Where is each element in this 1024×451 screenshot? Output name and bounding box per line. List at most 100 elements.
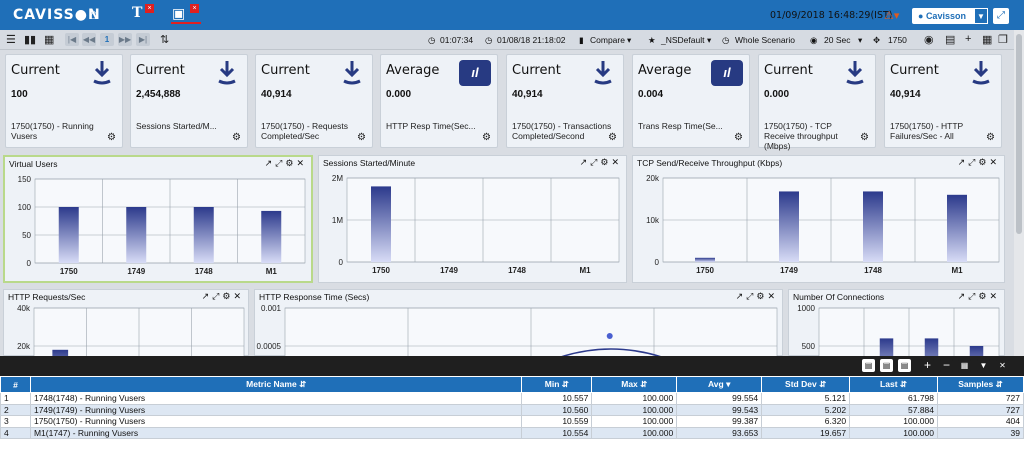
gear-icon[interactable]: ⚙ [107,132,116,143]
last-value: 100.000 [849,426,938,440]
last-value: 61.798 [849,392,938,405]
count-value[interactable]: 1750 [888,35,907,45]
summary-tile[interactable]: Current 0.000 1750(1750) - TCP Receive t… [758,54,876,151]
column-header[interactable]: Samples ⇵ [937,376,1024,393]
bar[interactable] [52,349,69,357]
panel-icon[interactable]: ▤ [945,34,956,46]
panel-controls[interactable]: ↗⤢⚙✕ [957,291,1000,301]
previous-page-button[interactable]: ◀◀ [82,33,96,46]
tcp-throughput-panel[interactable]: TCP Send/Receive Throughput (Kbps) ↗⤢⚙✕ … [632,155,1005,283]
column-header[interactable]: Avg ▾ [676,376,763,393]
column-header[interactable]: Std Dev ⇵ [761,376,851,393]
column-header[interactable]: Metric Name ⇵ [29,376,523,393]
summary-tile[interactable]: Current 2,454,888 Sessions Started/M... … [130,54,248,148]
panel-controls[interactable]: ↗⤢⚙✕ [957,157,1000,167]
panel-title: Virtual Users [9,159,58,169]
copy-icon[interactable]: ❐ [998,34,1008,46]
table-row[interactable]: 4 M1(1747) - Running Vusers 10.554 100.0… [0,426,1024,440]
first-page-button[interactable]: |◀ [65,33,79,46]
favorite-dropdown[interactable]: _NSDefault [661,35,705,45]
panel-controls[interactable]: ↗⤢⚙✕ [201,291,244,301]
filter-icon[interactable]: ▼ [977,359,990,372]
http-requests-panel[interactable]: HTTP Requests/Sec ↗⤢⚙✕ 40k 20k [3,289,249,357]
bar[interactable] [779,191,799,262]
user-menu-button[interactable]: ● Cavisson ▼ [912,8,988,24]
data-point[interactable] [606,333,613,339]
bar[interactable] [126,207,147,263]
save-icon[interactable]: ▤ [898,359,911,372]
column-header[interactable]: Max ⇵ [591,376,678,393]
summary-tile[interactable]: Current 100 1750(1750) - Running Vusers … [5,54,123,148]
bar[interactable] [261,210,282,263]
avg-value: 93.653 [676,426,763,440]
gear-icon[interactable]: ⚙ [232,132,241,143]
table-row[interactable]: 2 1749(1749) - Running Vusers 10.560 100… [0,403,1024,417]
connections-panel[interactable]: Number Of Connections ↗⤢⚙✕ 1000 500 [788,289,1005,357]
server-datetime: 01/09/2018 16:48:29(IST) [770,10,893,21]
scenario-selector[interactable]: Whole Scenario [735,35,796,45]
http-response-time-panel[interactable]: HTTP Response Time (Secs) ↗⤢⚙✕ 0.001 0.00… [254,289,783,357]
last-page-button[interactable]: ▶| [136,33,150,46]
virtual-users-panel[interactable]: Virtual Users ↗⤢⚙✕ 150 100 50 0 1750 1749 1748… [3,155,313,283]
bar[interactable] [924,338,939,357]
gear-icon[interactable]: ⚙ [482,132,491,143]
next-page-button[interactable]: ▶▶ [118,33,132,46]
bar[interactable] [947,194,967,262]
gear-icon[interactable]: ⚙ [986,132,995,143]
y-tick-label: 0.0005 [257,342,282,351]
scrollbar-thumb[interactable] [1016,34,1022,234]
summary-tile[interactable]: Current 40,914 1750(1750) - Transactions… [506,54,624,148]
bar[interactable] [371,186,391,262]
summary-tile[interactable]: Current 40,914 1750(1750) - HTTP Failure… [884,54,1002,148]
columns-icon[interactable]: ▦ [958,359,971,372]
remove-icon[interactable]: − [940,359,953,372]
bar[interactable] [58,207,79,263]
page-scrollbar[interactable] [1014,30,1024,356]
text-view-icon[interactable]: T [132,5,143,21]
table-row[interactable]: 1 1748(1748) - Running Vusers 10.557 100… [0,392,1024,405]
gear-icon[interactable]: ⚙ [357,132,366,143]
gear-icon[interactable]: ⚙ [734,132,743,143]
bar[interactable] [879,338,894,357]
bar[interactable] [695,257,715,262]
table-icon[interactable]: ▦ [44,34,55,46]
close-icon[interactable]: ✕ [996,359,1009,372]
column-header[interactable]: Min ⇵ [521,376,593,393]
monitor-icon[interactable]: ▣ [172,5,186,21]
panel-controls[interactable]: ↗⤢⚙✕ [579,157,622,167]
panel-controls[interactable]: ↗⤢⚙✕ [264,158,307,168]
bar-chart-icon[interactable]: ▮▮ [24,34,37,46]
close-icon[interactable]: × [190,4,199,13]
column-header[interactable]: # [0,376,31,393]
alert-icon[interactable]: ⚠▾ [884,10,900,22]
excel-export-icon[interactable]: ▤ [880,359,893,372]
sessions-started-panel[interactable]: Sessions Started/Minute ↗⤢⚙✕ 2M 1M 0 1750 17… [318,155,627,283]
home-icon[interactable]: ⌂ [90,6,99,22]
expand-icon[interactable]: ⤢ [993,8,1009,24]
summary-tile[interactable]: Average ıl 0.000 HTTP Resp Time(Sec... ⚙ [380,54,498,148]
pdf-export-icon[interactable]: ▤ [862,359,875,372]
table-row[interactable]: 3 1750(1750) - Running Vusers 10.559 100… [0,415,1024,428]
bar[interactable] [863,191,883,262]
bar[interactable] [193,207,214,263]
interval-dropdown[interactable]: 20 Sec [824,35,851,45]
summary-tile[interactable]: Average ıl 0.004 Trans Resp Time(Se... ⚙ [632,54,750,148]
compare-dropdown[interactable]: Compare [590,35,625,45]
column-header[interactable]: Last ⇵ [849,376,938,393]
y-tick-label: 150 [18,175,32,184]
grid-icon[interactable]: ▦ [982,34,993,46]
gear-icon[interactable]: ⚙ [608,132,617,143]
close-icon[interactable]: × [145,4,154,13]
panel-controls[interactable]: ↗⤢⚙✕ [735,291,778,301]
page-number[interactable]: 1 [100,33,114,46]
summary-tile[interactable]: Current 40,914 1750(1750) - Requests Com… [255,54,373,148]
min-value: 10.557 [521,392,593,405]
clock-icon: ◷ [722,35,730,45]
palette-icon[interactable]: ◉ [924,34,934,46]
add-icon[interactable]: + [965,33,972,45]
add-icon[interactable]: + [921,359,934,372]
gear-icon[interactable]: ⚙ [860,132,869,143]
bar[interactable] [969,346,984,357]
menu-icon[interactable]: ☰ [6,34,16,46]
sort-icon[interactable]: ⇅ [160,34,170,46]
